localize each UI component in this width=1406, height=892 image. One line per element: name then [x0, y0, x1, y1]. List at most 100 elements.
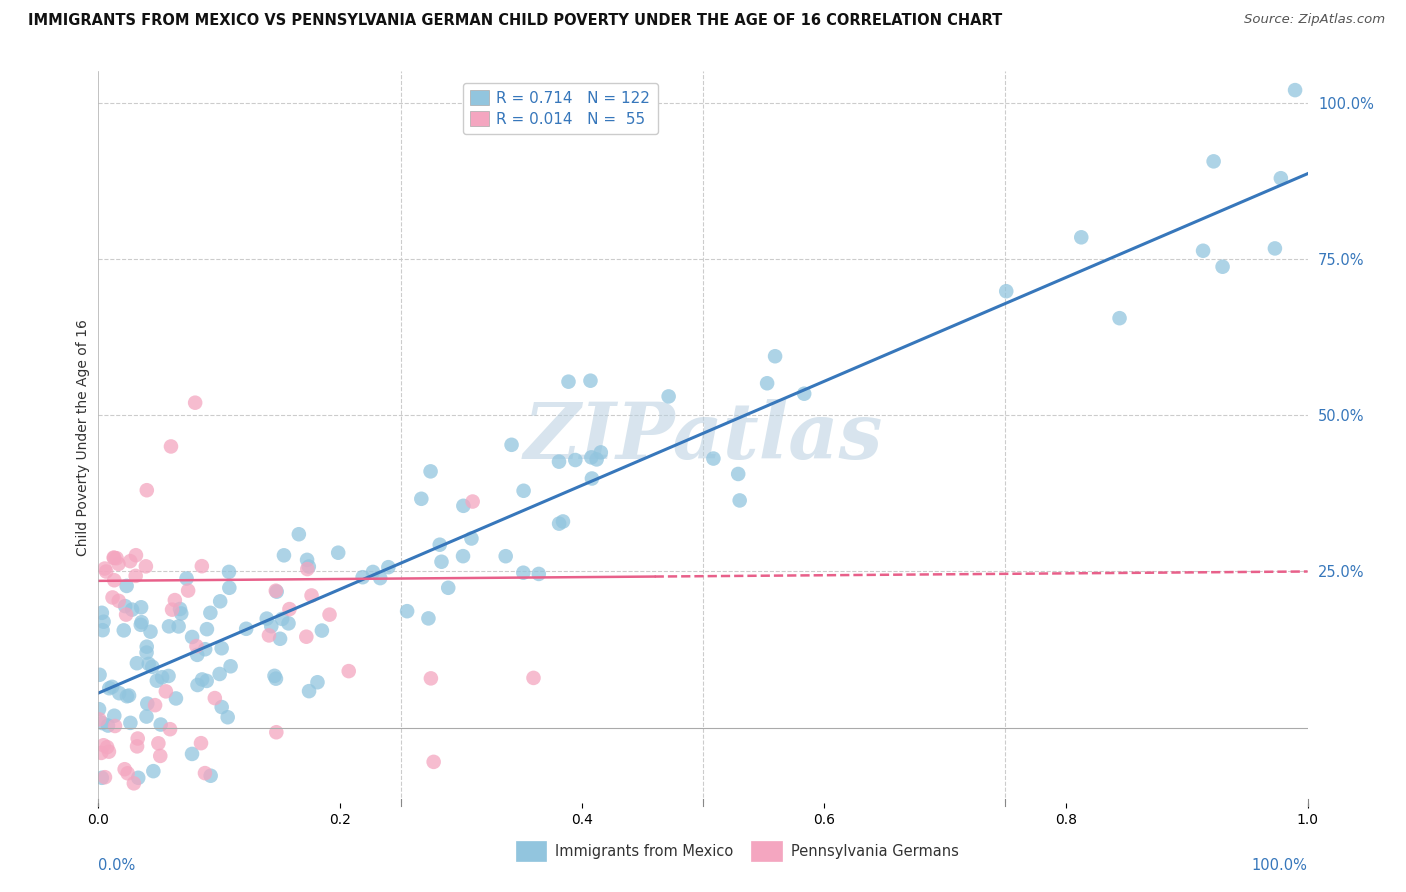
Text: 0.0%: 0.0% — [98, 858, 135, 872]
Point — [277, 616, 299, 631]
Point — [527, 566, 550, 581]
Point — [266, 584, 288, 599]
Text: 100.0%: 100.0% — [1251, 858, 1308, 872]
Point — [101, 591, 124, 605]
Point — [190, 736, 212, 750]
Point — [186, 639, 208, 653]
Point — [135, 559, 157, 574]
Point — [98, 681, 121, 696]
Point — [114, 762, 136, 776]
Point — [127, 771, 149, 785]
Point — [135, 646, 157, 660]
Point — [295, 630, 318, 644]
Point — [1108, 311, 1130, 326]
Point — [143, 698, 166, 713]
Point — [125, 548, 148, 562]
Point — [271, 612, 294, 626]
Point — [298, 684, 321, 698]
Point — [728, 493, 751, 508]
Point — [139, 624, 162, 639]
Point — [165, 691, 187, 706]
Point — [129, 617, 152, 632]
Point — [557, 375, 579, 389]
Point — [461, 494, 484, 508]
Point — [211, 700, 233, 714]
Point — [121, 602, 143, 616]
Point — [418, 611, 440, 625]
Point — [146, 673, 169, 688]
Point — [89, 712, 111, 726]
Point — [89, 667, 111, 681]
Point — [298, 559, 321, 574]
Point — [422, 755, 444, 769]
Point — [184, 395, 207, 409]
Point — [97, 718, 120, 732]
Point — [157, 619, 180, 633]
Point — [260, 619, 283, 633]
Point — [149, 717, 172, 731]
Point — [93, 738, 115, 752]
Point — [429, 538, 451, 552]
Point — [115, 607, 138, 622]
Point — [1070, 230, 1092, 244]
Point — [756, 376, 779, 391]
Point — [1264, 241, 1286, 255]
Point — [1192, 244, 1215, 258]
Point — [548, 455, 571, 469]
Point — [117, 766, 139, 780]
Point — [581, 450, 603, 465]
Point — [257, 628, 280, 642]
Point — [93, 561, 115, 575]
Point — [551, 515, 574, 529]
Point — [149, 748, 172, 763]
Point — [512, 483, 534, 498]
Point — [501, 438, 523, 452]
Point — [125, 739, 148, 754]
Point — [793, 386, 815, 401]
Point — [307, 675, 329, 690]
Point — [460, 532, 482, 546]
Point — [105, 551, 128, 566]
Point — [512, 566, 534, 580]
Point — [163, 593, 186, 607]
Point — [361, 565, 384, 579]
Point — [148, 736, 170, 750]
Point — [103, 574, 125, 588]
Point — [297, 562, 319, 576]
Point — [200, 606, 222, 620]
Point — [107, 557, 129, 571]
Point — [94, 770, 117, 784]
Point — [288, 527, 311, 541]
Point — [103, 551, 125, 566]
Point — [208, 667, 231, 681]
Point — [1284, 83, 1306, 97]
Text: Immigrants from Mexico: Immigrants from Mexico — [555, 845, 734, 859]
Point — [337, 664, 360, 678]
Point — [120, 715, 142, 730]
Point — [91, 623, 114, 637]
Point — [219, 659, 242, 673]
Text: IMMIGRANTS FROM MEXICO VS PENNSYLVANIA GERMAN CHILD POVERTY UNDER THE AGE OF 16 : IMMIGRANTS FROM MEXICO VS PENNSYLVANIA G… — [28, 13, 1002, 29]
Point — [264, 672, 287, 686]
Point — [318, 607, 340, 622]
Point — [264, 583, 287, 598]
Point — [124, 569, 146, 583]
Point — [176, 572, 198, 586]
Point — [419, 464, 441, 478]
Point — [150, 670, 173, 684]
Point — [235, 622, 257, 636]
Point — [419, 672, 441, 686]
Point — [160, 602, 183, 616]
Point — [702, 451, 724, 466]
Point — [90, 606, 112, 620]
Point — [430, 555, 453, 569]
Point — [135, 640, 157, 654]
Point — [141, 660, 163, 674]
Point — [191, 673, 214, 687]
Point — [155, 684, 177, 698]
Point — [1202, 154, 1225, 169]
Point — [129, 600, 152, 615]
Point — [727, 467, 749, 481]
Y-axis label: Child Poverty Under the Age of 16: Child Poverty Under the Age of 16 — [76, 318, 90, 556]
Point — [94, 565, 117, 579]
